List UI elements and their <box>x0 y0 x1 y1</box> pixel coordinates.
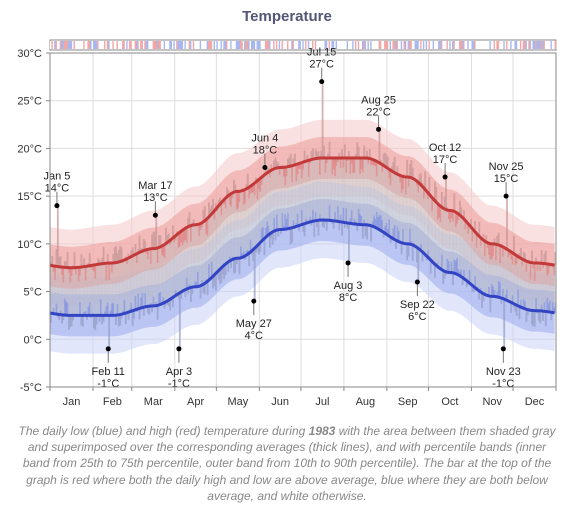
chart-title: Temperature <box>0 0 574 29</box>
svg-text:25°C: 25°C <box>17 96 42 108</box>
svg-text:-1°C: -1°C <box>168 378 190 390</box>
svg-text:Jul: Jul <box>315 396 329 408</box>
svg-text:May: May <box>227 396 248 408</box>
svg-text:-5°C: -5°C <box>20 382 42 394</box>
svg-text:8°C: 8°C <box>339 292 358 304</box>
svg-text:Sep: Sep <box>398 396 418 408</box>
svg-text:0°C: 0°C <box>24 334 43 346</box>
svg-text:Nov: Nov <box>482 396 502 408</box>
svg-text:22°C: 22°C <box>366 106 391 118</box>
svg-text:Jun: Jun <box>271 396 289 408</box>
svg-text:Nov 23: Nov 23 <box>486 366 521 378</box>
svg-text:-1°C: -1°C <box>492 378 514 390</box>
svg-text:Jan 5: Jan 5 <box>43 171 70 183</box>
svg-text:May 27: May 27 <box>236 318 272 330</box>
svg-text:Aug: Aug <box>356 396 376 408</box>
svg-text:Feb 11: Feb 11 <box>92 366 125 378</box>
temperature-chart: -5°C 0°C 5°C 10°C 15°C 20°C 25°C 30°C Jan Feb Mar A… <box>0 29 574 417</box>
svg-text:Jun 4: Jun 4 <box>251 133 278 145</box>
svg-text:Nov 25: Nov 25 <box>489 161 524 173</box>
svg-text:Apr: Apr <box>187 396 204 408</box>
svg-text:-1°C: -1°C <box>97 378 119 390</box>
svg-text:4°C: 4°C <box>245 330 264 342</box>
svg-text:Aug 3: Aug 3 <box>334 280 363 292</box>
svg-text:14°C: 14°C <box>45 183 70 195</box>
svg-text:Oct 12: Oct 12 <box>429 142 461 154</box>
svg-text:17°C: 17°C <box>433 154 458 166</box>
svg-text:Feb: Feb <box>103 396 122 408</box>
svg-text:5°C: 5°C <box>24 287 43 299</box>
svg-text:13°C: 13°C <box>143 192 168 204</box>
svg-text:Sep 22: Sep 22 <box>400 299 435 311</box>
svg-text:Apr 3: Apr 3 <box>166 366 192 378</box>
svg-text:Mar 17: Mar 17 <box>138 180 172 192</box>
svg-text:30°C: 30°C <box>17 48 42 60</box>
svg-text:6°C: 6°C <box>408 311 427 323</box>
svg-text:15°C: 15°C <box>494 173 519 185</box>
svg-text:Mar: Mar <box>144 396 163 408</box>
chart-container: Temperature -5°C 0°C 5°C 10°C 15°C 20°C 25°C 30… <box>0 0 574 515</box>
svg-text:27°C: 27°C <box>309 59 334 71</box>
svg-text:Dec: Dec <box>525 396 545 408</box>
svg-text:Jan: Jan <box>63 396 81 408</box>
svg-text:15°C: 15°C <box>17 191 42 203</box>
svg-text:10°C: 10°C <box>17 239 42 251</box>
svg-text:20°C: 20°C <box>17 143 42 155</box>
svg-text:18°C: 18°C <box>253 145 278 157</box>
svg-text:Oct: Oct <box>441 396 458 408</box>
chart-caption: The daily low (blue) and high (red) temp… <box>0 417 574 512</box>
svg-text:Aug 25: Aug 25 <box>361 94 396 106</box>
